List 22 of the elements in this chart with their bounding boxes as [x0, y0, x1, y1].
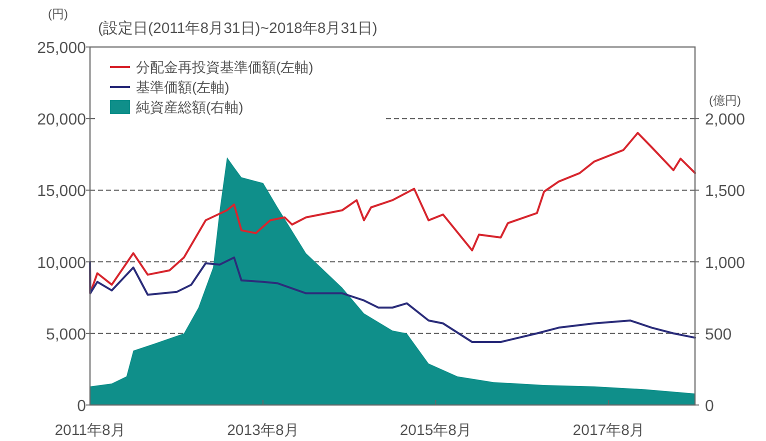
- line-series: [89, 256, 696, 343]
- legend-label: 基準価額(左軸): [136, 79, 230, 95]
- y2-tick-label: 2,000: [705, 112, 746, 129]
- legend-label: 分配金再投資基準価額(左軸): [136, 59, 314, 75]
- x-tick-label: 2013年8月: [227, 422, 299, 439]
- y-axis-title: (円): [48, 7, 68, 21]
- x-tick-label: 2011年8月: [54, 422, 126, 439]
- y2-tick-label: 1,500: [705, 183, 746, 200]
- legend-label: 純資産総額(右軸): [136, 99, 244, 115]
- chart-title: (設定日(2011年8月31日)~2018年8月31日): [98, 20, 378, 37]
- y2-tick-label: 500: [705, 326, 732, 344]
- x-tick-label: 2015年8月: [400, 422, 472, 439]
- y-tick-label: 5,000: [46, 326, 86, 344]
- y2-tick-label: 0: [705, 398, 714, 415]
- y2-axis-title: (億円): [709, 94, 741, 108]
- y-tick-label: 0: [77, 398, 86, 415]
- y2-tick-label: 1,000: [705, 254, 746, 272]
- y-tick-label: 10,000: [37, 254, 86, 272]
- y-tick-label: 20,000: [37, 112, 86, 129]
- y-tick-label: 15,000: [37, 183, 86, 200]
- y-tick-label: 25,000: [37, 40, 86, 57]
- x-tick-label: 2017年8月: [572, 422, 644, 439]
